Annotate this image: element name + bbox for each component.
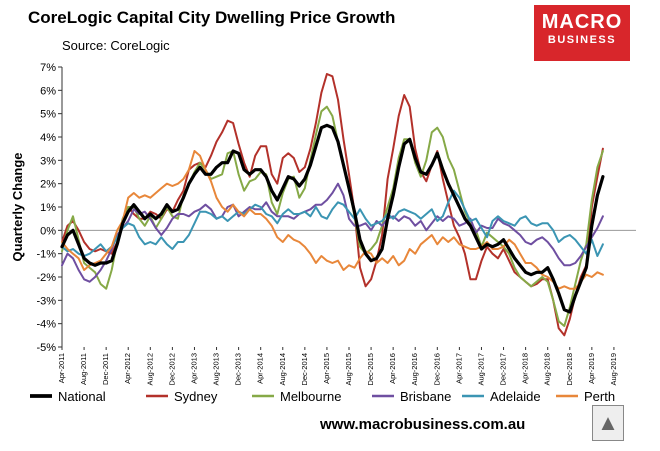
x-tick-label: Apr-2016 — [388, 353, 397, 384]
x-tick-label: Apr-2018 — [521, 353, 530, 384]
x-tick-label: Aug-2018 — [543, 353, 552, 386]
y-tick-label: -1% — [36, 249, 56, 261]
x-tick-label: Apr-2012 — [123, 353, 132, 384]
y-tick-label: 7% — [40, 62, 56, 74]
legend-label-sydney: Sydney — [174, 389, 218, 404]
x-tick-label: Aug-2012 — [145, 353, 154, 386]
chart-title: CoreLogic Capital City Dwelling Price Gr… — [28, 8, 396, 27]
x-tick-label: Dec-2013 — [234, 353, 243, 386]
y-axis-title: Quarterly Change — [10, 152, 25, 261]
logo-line-2: BUSINESS — [547, 34, 617, 46]
x-tick-label: Aug-2015 — [344, 353, 353, 386]
legend-label-melbourne: Melbourne — [280, 389, 341, 404]
y-tick-label: 3% — [40, 155, 56, 167]
x-tick-label: Apr-2019 — [587, 353, 596, 384]
x-tick-label: Apr-2013 — [189, 353, 198, 384]
x-tick-label: Dec-2014 — [300, 353, 309, 386]
footer-url: www.macrobusiness.com.au — [320, 416, 526, 433]
y-tick-label: 1% — [40, 202, 56, 214]
macrobusiness-logo: MACRO BUSINESS — [534, 5, 630, 61]
x-tick-label: Aug-2014 — [278, 353, 287, 386]
x-tick-label: Aug-2017 — [476, 353, 485, 386]
x-tick-label: Dec-2011 — [101, 353, 110, 385]
wolf-logo-icon: ▲ — [592, 405, 624, 441]
logo-line-1: MACRO — [541, 11, 623, 33]
y-tick-label: -3% — [36, 295, 56, 307]
y-tick-label: -2% — [36, 272, 56, 284]
legend-label-brisbane: Brisbane — [400, 389, 451, 404]
x-tick-label: Dec-2017 — [499, 353, 508, 386]
chart-source: Source: CoreLogic — [62, 38, 170, 53]
x-tick-label: Apr-2017 — [454, 353, 463, 384]
series-line-sydney — [61, 73, 604, 337]
y-tick-label: 5% — [40, 109, 56, 121]
x-tick-label: Apr-2014 — [256, 353, 265, 384]
x-tick-label: Apr-2015 — [322, 353, 331, 384]
x-tick-label: Dec-2016 — [432, 353, 441, 386]
series-line-brisbane — [61, 182, 604, 283]
x-tick-label: Dec-2015 — [366, 353, 375, 386]
x-tick-label: Aug-2011 — [79, 353, 88, 385]
y-tick-label: -5% — [36, 342, 56, 354]
y-tick-label: 2% — [40, 179, 56, 191]
x-tick-label: Aug-2019 — [609, 353, 618, 386]
x-tick-label: Dec-2012 — [167, 353, 176, 386]
legend-label-adelaide: Adelaide — [490, 389, 541, 404]
y-tick-label: 4% — [40, 132, 56, 144]
x-tick-label: Aug-2016 — [410, 353, 419, 386]
series-line-adelaide — [61, 189, 604, 257]
y-tick-label: -4% — [36, 319, 56, 331]
x-tick-label: Aug-2013 — [212, 353, 221, 386]
y-tick-label: 0% — [40, 225, 56, 237]
legend-label-national: National — [58, 389, 106, 404]
series-line-perth — [61, 150, 604, 290]
y-tick-label: 6% — [40, 85, 56, 97]
x-tick-label: Dec-2018 — [565, 353, 574, 386]
series-line-national — [60, 123, 605, 314]
x-tick-label: Apr-2011 — [57, 353, 66, 383]
legend-label-perth: Perth — [584, 389, 615, 404]
